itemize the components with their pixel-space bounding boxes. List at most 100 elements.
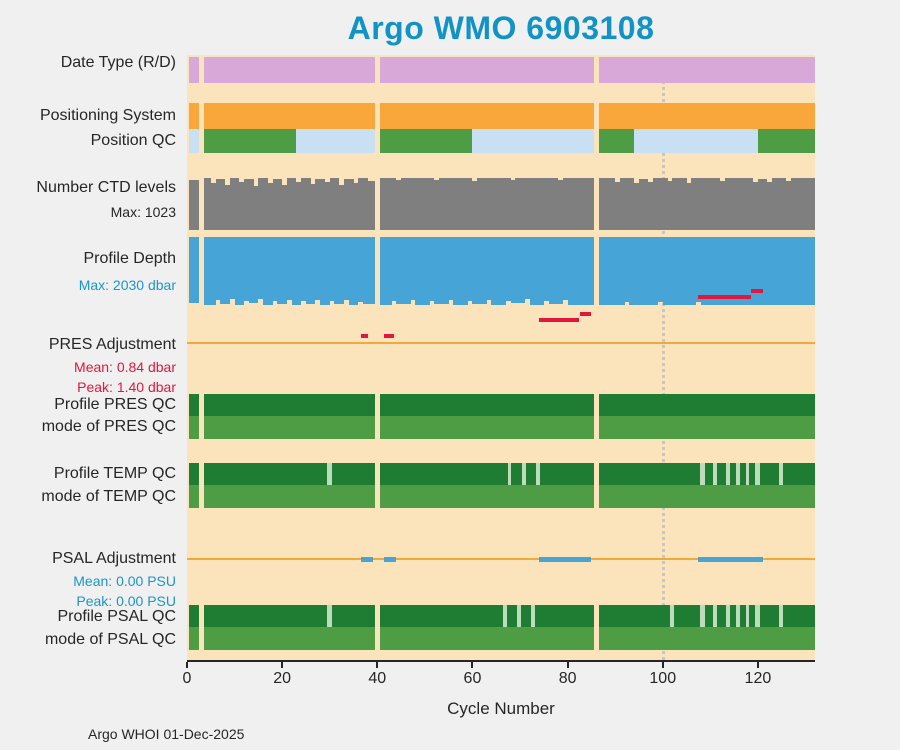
positioning-system-segment [598, 103, 815, 129]
profile-depth-bar [562, 237, 568, 301]
ctd-levels-bar [753, 181, 758, 230]
pres-adjustment-value-segment [579, 312, 592, 317]
ctd-levels-bar [638, 179, 649, 230]
mode-psal-qc-segment [188, 627, 199, 650]
profile-depth-bar [700, 237, 815, 305]
profile-temp-qc-stripe [745, 463, 750, 485]
pres-adjustment-zero-line [187, 342, 815, 344]
ctd-levels-bar [598, 178, 616, 230]
footer-credit: Argo WHOI 01-Dec-2025 [88, 726, 245, 742]
profile-depth-bar [624, 237, 630, 303]
profile-depth-bar [696, 237, 701, 303]
profile-psal-qc-stripe [778, 605, 783, 627]
profile-depth-bar [258, 237, 264, 300]
mode-psal-qc-segment [203, 627, 375, 650]
profile-depth-bar [301, 237, 306, 302]
profile-depth-bar [543, 237, 549, 302]
profile-depth-bar [363, 237, 375, 304]
pres-adjustment-value-segment [360, 333, 368, 338]
ctd-levels-bar [188, 179, 199, 230]
profile-depth-bar [524, 237, 530, 300]
profile-depth-bar [248, 237, 259, 304]
x-tick-mark [471, 662, 474, 668]
mode-temp-qc-segment [379, 485, 594, 508]
profile-depth-bar [305, 237, 316, 304]
profile-temp-qc-stripe [699, 463, 705, 485]
date-type-segment [203, 57, 375, 83]
profile-depth-bar [220, 237, 230, 304]
row-label: Peak: 0.00 PSU [76, 593, 176, 609]
ctd-levels-bar [515, 178, 559, 230]
ctd-levels-bar [296, 182, 302, 230]
profile-temp-qc-stripe [507, 463, 512, 485]
profile-depth-bar [188, 237, 199, 303]
mode-temp-qc-segment [598, 485, 815, 508]
mode-pres-qc-segment [188, 416, 199, 439]
x-tick-mark [186, 662, 188, 668]
ctd-levels-bar [244, 179, 254, 230]
profile-pres-qc-segment [379, 394, 594, 416]
profile-psal-qc-stripe [745, 605, 750, 627]
position-qc-segment [757, 129, 815, 153]
positioning-system-segment [188, 103, 199, 129]
profile-depth-bar [286, 237, 292, 300]
mode-pres-qc-segment [379, 416, 594, 439]
profile-temp-qc-segment [598, 463, 815, 485]
date-type-segment [598, 57, 815, 83]
ctd-levels-bar [615, 181, 620, 230]
position-qc-segment [598, 129, 635, 153]
profile-psal-qc-stripe [502, 605, 507, 627]
psal-adjustment-value-segment [384, 556, 397, 562]
page-title: Argo WMO 6903108 [347, 10, 655, 46]
mode-psal-qc-segment [598, 627, 815, 650]
x-tick-label: 40 [368, 670, 387, 687]
profile-temp-qc-segment [188, 463, 199, 485]
psal-adjustment-value-segment [698, 556, 763, 562]
ctd-levels-bar [253, 185, 259, 230]
profile-depth-bar [486, 237, 492, 300]
ctd-levels-bar [286, 178, 297, 230]
ctd-levels-bar [434, 179, 440, 230]
ctd-levels-bar [724, 178, 754, 230]
row-label: Max: 2030 dbar [78, 277, 176, 293]
profile-depth-bar [334, 237, 344, 305]
ctd-levels-bar [510, 180, 516, 230]
ctd-levels-bar [258, 178, 268, 230]
x-axis-title: Cycle Number [447, 699, 555, 718]
ctd-levels-bar [344, 178, 354, 230]
row-label: PSAL Adjustment [52, 550, 176, 567]
x-tick-mark [661, 662, 664, 668]
profile-temp-qc-stripe [713, 463, 717, 485]
profile-depth-bar [491, 237, 506, 305]
row-label: Profile Depth [83, 250, 177, 267]
ctd-levels-bar [772, 178, 787, 230]
ctd-levels-bar [757, 178, 768, 230]
profile-depth-bar [472, 237, 487, 305]
profile-depth-bar [358, 237, 364, 302]
ctd-levels-bar [653, 178, 668, 230]
row-label: Position QC [90, 132, 176, 149]
ctd-levels-bar [225, 184, 230, 230]
profile-depth-bar [272, 237, 278, 301]
x-tick-label: 60 [463, 670, 482, 687]
pres-adjustment-value-segment [698, 294, 751, 299]
row-label: Profile PRES QC [54, 396, 176, 413]
profile-psal-qc-stripe [755, 605, 760, 627]
ctd-levels-bar [791, 178, 815, 230]
profile-depth-bar [234, 237, 245, 305]
ctd-levels-bar [477, 178, 511, 230]
x-tick-label: 20 [273, 670, 292, 687]
row-label: mode of PSAL QC [44, 631, 176, 648]
pres-adjustment-value-segment [750, 289, 763, 294]
ctd-levels-bar [324, 181, 330, 230]
mode-pres-qc-segment [598, 416, 815, 439]
profile-psal-qc-stripe [669, 605, 674, 627]
ctd-levels-bar [667, 181, 673, 230]
profile-depth-bar [567, 237, 594, 305]
x-tick-label: 0 [182, 670, 192, 687]
profile-pres-qc-segment [203, 394, 375, 416]
x-tick-label: 120 [744, 670, 772, 687]
ctd-levels-bar [358, 178, 368, 230]
profile-depth-bar [467, 237, 473, 301]
profile-psal-qc-stripe [725, 605, 731, 627]
